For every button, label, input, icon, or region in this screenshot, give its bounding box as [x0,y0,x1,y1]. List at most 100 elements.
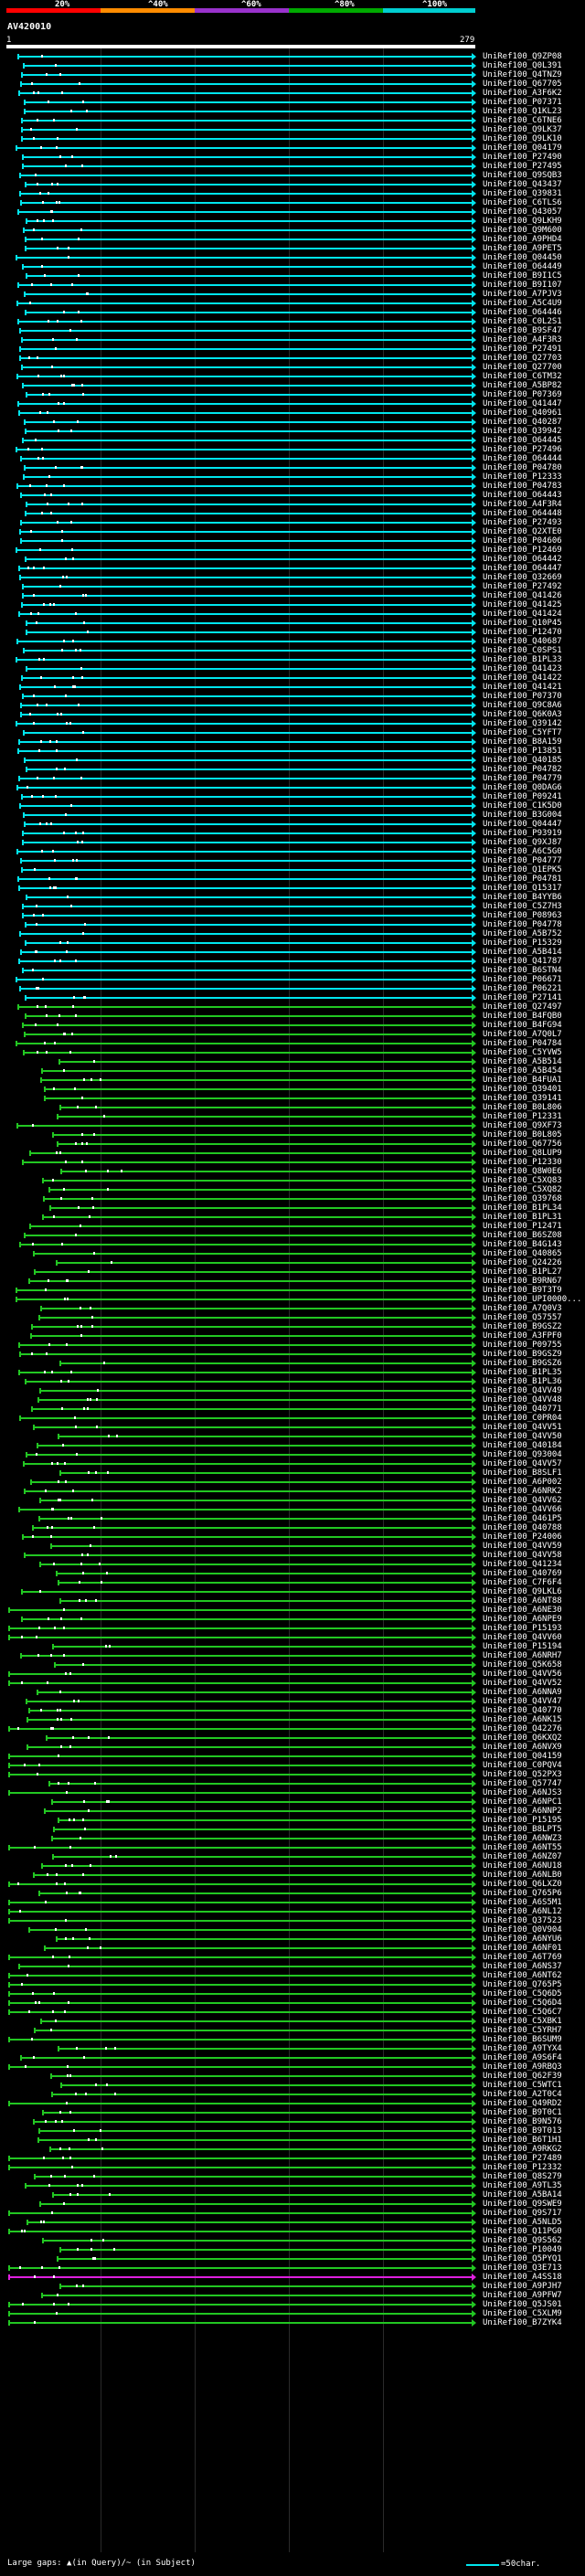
hit-id-link[interactable]: UniRef100_A6NPE9 [483,1615,562,1624]
hit-row[interactable]: UniRef100_A9PJH7 [0,2282,585,2291]
hit-row[interactable]: UniRef100_C0L2S1 [0,317,585,326]
hit-id-link[interactable]: UniRef100_P12470 [483,628,562,637]
hit-row[interactable]: UniRef100_B9GSZ6 [0,1359,585,1368]
hit-row[interactable]: UniRef100_Q3E713 [0,2263,585,2273]
hit-id-link[interactable]: UniRef100_O64444 [483,454,562,463]
hit-row[interactable]: UniRef100_C6TNE6 [0,116,585,125]
hit-id-link[interactable]: UniRef100_C5YVW5 [483,1048,562,1057]
hit-id-link[interactable]: UniRef100_C6TNE6 [483,116,562,125]
hit-id-link[interactable]: UniRef100_Q1EPK5 [483,865,562,875]
hit-id-link[interactable]: UniRef100_P12331 [483,1112,562,1121]
hit-row[interactable]: UniRef100_P04606 [0,536,585,546]
hit-id-link[interactable]: UniRef100_P27490 [483,153,562,162]
hit-row[interactable]: UniRef100_B4FQB0 [0,1012,585,1021]
hit-row[interactable]: UniRef100_A6NPC1 [0,1797,585,1807]
hit-id-link[interactable]: UniRef100_A2T0C4 [483,2090,562,2099]
hit-row[interactable]: UniRef100_A6NJS3 [0,1788,585,1797]
hit-id-link[interactable]: UniRef100_P12469 [483,546,562,555]
hit-row[interactable]: UniRef100_O64445 [0,436,585,445]
hit-row[interactable]: UniRef100_Q4VV62 [0,1496,585,1505]
hit-row[interactable]: UniRef100_A6S5M1 [0,1898,585,1907]
hit-row[interactable]: UniRef100_A6NT55 [0,1843,585,1852]
hit-id-link[interactable]: UniRef100_Q0L391 [483,61,562,70]
hit-id-link[interactable]: UniRef100_C5Q6C7 [483,2008,562,2017]
hit-id-link[interactable]: UniRef100_B9I1C5 [483,271,562,281]
hit-row[interactable]: UniRef100_Q9LK10 [0,134,585,143]
hit-id-link[interactable]: UniRef100_Q11PG0 [483,2227,562,2236]
hit-id-link[interactable]: UniRef100_Q4VV47 [483,1697,562,1706]
hit-row[interactable]: UniRef100_P12471 [0,1222,585,1231]
hit-id-link[interactable]: UniRef100_Q40184 [483,1441,562,1450]
hit-row[interactable]: UniRef100_UPI0000... [0,1295,585,1304]
hit-row[interactable]: UniRef100_A6C5G0 [0,847,585,856]
hit-id-link[interactable]: UniRef100_A5C4U9 [483,299,562,308]
hit-row[interactable]: UniRef100_A2T0C4 [0,2090,585,2099]
hit-row[interactable]: UniRef100_C5YFT7 [0,728,585,737]
hit-row[interactable]: UniRef100_C0PQV4 [0,1761,585,1770]
hit-row[interactable]: UniRef100_Q40771 [0,1405,585,1414]
hit-id-link[interactable]: UniRef100_B4FQB0 [483,1012,562,1021]
hit-row[interactable]: UniRef100_Q4VV51 [0,1423,585,1432]
hit-id-link[interactable]: UniRef100_A6NWZ3 [483,1834,562,1843]
hit-row[interactable]: UniRef100_Q37523 [0,1916,585,1925]
hit-row[interactable]: UniRef100_A6NPE9 [0,1615,585,1624]
hit-id-link[interactable]: UniRef100_B8LPT5 [483,1825,562,1834]
hit-row[interactable]: UniRef100_Q39831 [0,189,585,198]
hit-row[interactable]: UniRef100_A9RKG2 [0,2145,585,2154]
hit-row[interactable]: UniRef100_O64444 [0,454,585,463]
hit-row[interactable]: UniRef100_Q41425 [0,600,585,610]
hit-row[interactable]: UniRef100_B9T013 [0,2126,585,2136]
hit-row[interactable]: UniRef100_B8LPT5 [0,1825,585,1834]
hit-row[interactable]: UniRef100_Q4VV66 [0,1505,585,1514]
hit-id-link[interactable]: UniRef100_B4G143 [483,1240,562,1249]
hit-id-link[interactable]: UniRef100_Q93004 [483,1450,562,1459]
hit-id-link[interactable]: UniRef100_O64442 [483,555,562,564]
hit-id-link[interactable]: UniRef100_B6SUM9 [483,2035,562,2044]
hit-row[interactable]: UniRef100_P07370 [0,692,585,701]
hit-row[interactable]: UniRef100_A4F3R4 [0,500,585,509]
hit-id-link[interactable]: UniRef100_Q9LK10 [483,134,562,143]
hit-id-link[interactable]: UniRef100_B9N576 [483,2117,562,2126]
hit-id-link[interactable]: UniRef100_Q40771 [483,1405,562,1414]
hit-row[interactable]: UniRef100_Q41422 [0,673,585,683]
hit-id-link[interactable]: UniRef100_A9PHD4 [483,235,562,244]
hit-id-link[interactable]: UniRef100_B4FUA1 [483,1076,562,1085]
hit-id-link[interactable]: UniRef100_P06671 [483,975,562,984]
hit-row[interactable]: UniRef100_C5WTC1 [0,2081,585,2090]
hit-row[interactable]: UniRef100_C5XBK1 [0,2017,585,2026]
hit-id-link[interactable]: UniRef100_C5XBK1 [483,2017,562,2026]
hit-id-link[interactable]: UniRef100_A6NNP2 [483,1807,562,1816]
hit-id-link[interactable]: UniRef100_Q57747 [483,1779,562,1788]
hit-row[interactable]: UniRef100_B0L805 [0,1130,585,1140]
hit-row[interactable]: UniRef100_P12470 [0,628,585,637]
hit-row[interactable]: UniRef100_Q4VV52 [0,1679,585,1688]
hit-row[interactable]: UniRef100_Q57747 [0,1779,585,1788]
hit-id-link[interactable]: UniRef100_Q6K0A3 [483,710,562,719]
hit-id-link[interactable]: UniRef100_P09755 [483,1341,562,1350]
hit-row[interactable]: UniRef100_P15195 [0,1816,585,1825]
hit-row[interactable]: UniRef100_Q4VV58 [0,1551,585,1560]
hit-row[interactable]: UniRef100_B0L806 [0,1103,585,1112]
hit-id-link[interactable]: UniRef100_Q39401 [483,1085,562,1094]
hit-id-link[interactable]: UniRef100_Q42276 [483,1724,562,1733]
hit-id-link[interactable]: UniRef100_A3FPF0 [483,1331,562,1341]
hit-row[interactable]: UniRef100_C5XQ83 [0,1176,585,1185]
hit-row[interactable]: UniRef100_Q9XF73 [0,1121,585,1130]
hit-id-link[interactable]: UniRef100_Q4VV48 [483,1395,562,1405]
hit-row[interactable]: UniRef100_Q9S562 [0,2236,585,2245]
hit-id-link[interactable]: UniRef100_Q49RD2 [483,2099,562,2108]
hit-id-link[interactable]: UniRef100_P27491 [483,345,562,354]
hit-row[interactable]: UniRef100_Q24226 [0,1258,585,1267]
hit-row[interactable]: UniRef100_Q4VV47 [0,1697,585,1706]
hit-row[interactable]: UniRef100_B6SZ08 [0,1231,585,1240]
hit-row[interactable]: UniRef100_O64446 [0,308,585,317]
hit-id-link[interactable]: UniRef100_A6NT62 [483,1971,562,1980]
hit-row[interactable]: UniRef100_Q40865 [0,1249,585,1258]
hit-id-link[interactable]: UniRef100_O64449 [483,262,562,271]
hit-row[interactable]: UniRef100_Q40961 [0,408,585,418]
hit-row[interactable]: UniRef100_Q04447 [0,820,585,829]
hit-row[interactable]: UniRef100_P27495 [0,162,585,171]
hit-row[interactable]: UniRef100_B1PL34 [0,1203,585,1213]
hit-id-link[interactable]: UniRef100_B6T1H1 [483,2136,562,2145]
hit-id-link[interactable]: UniRef100_Q27497 [483,1002,562,1012]
